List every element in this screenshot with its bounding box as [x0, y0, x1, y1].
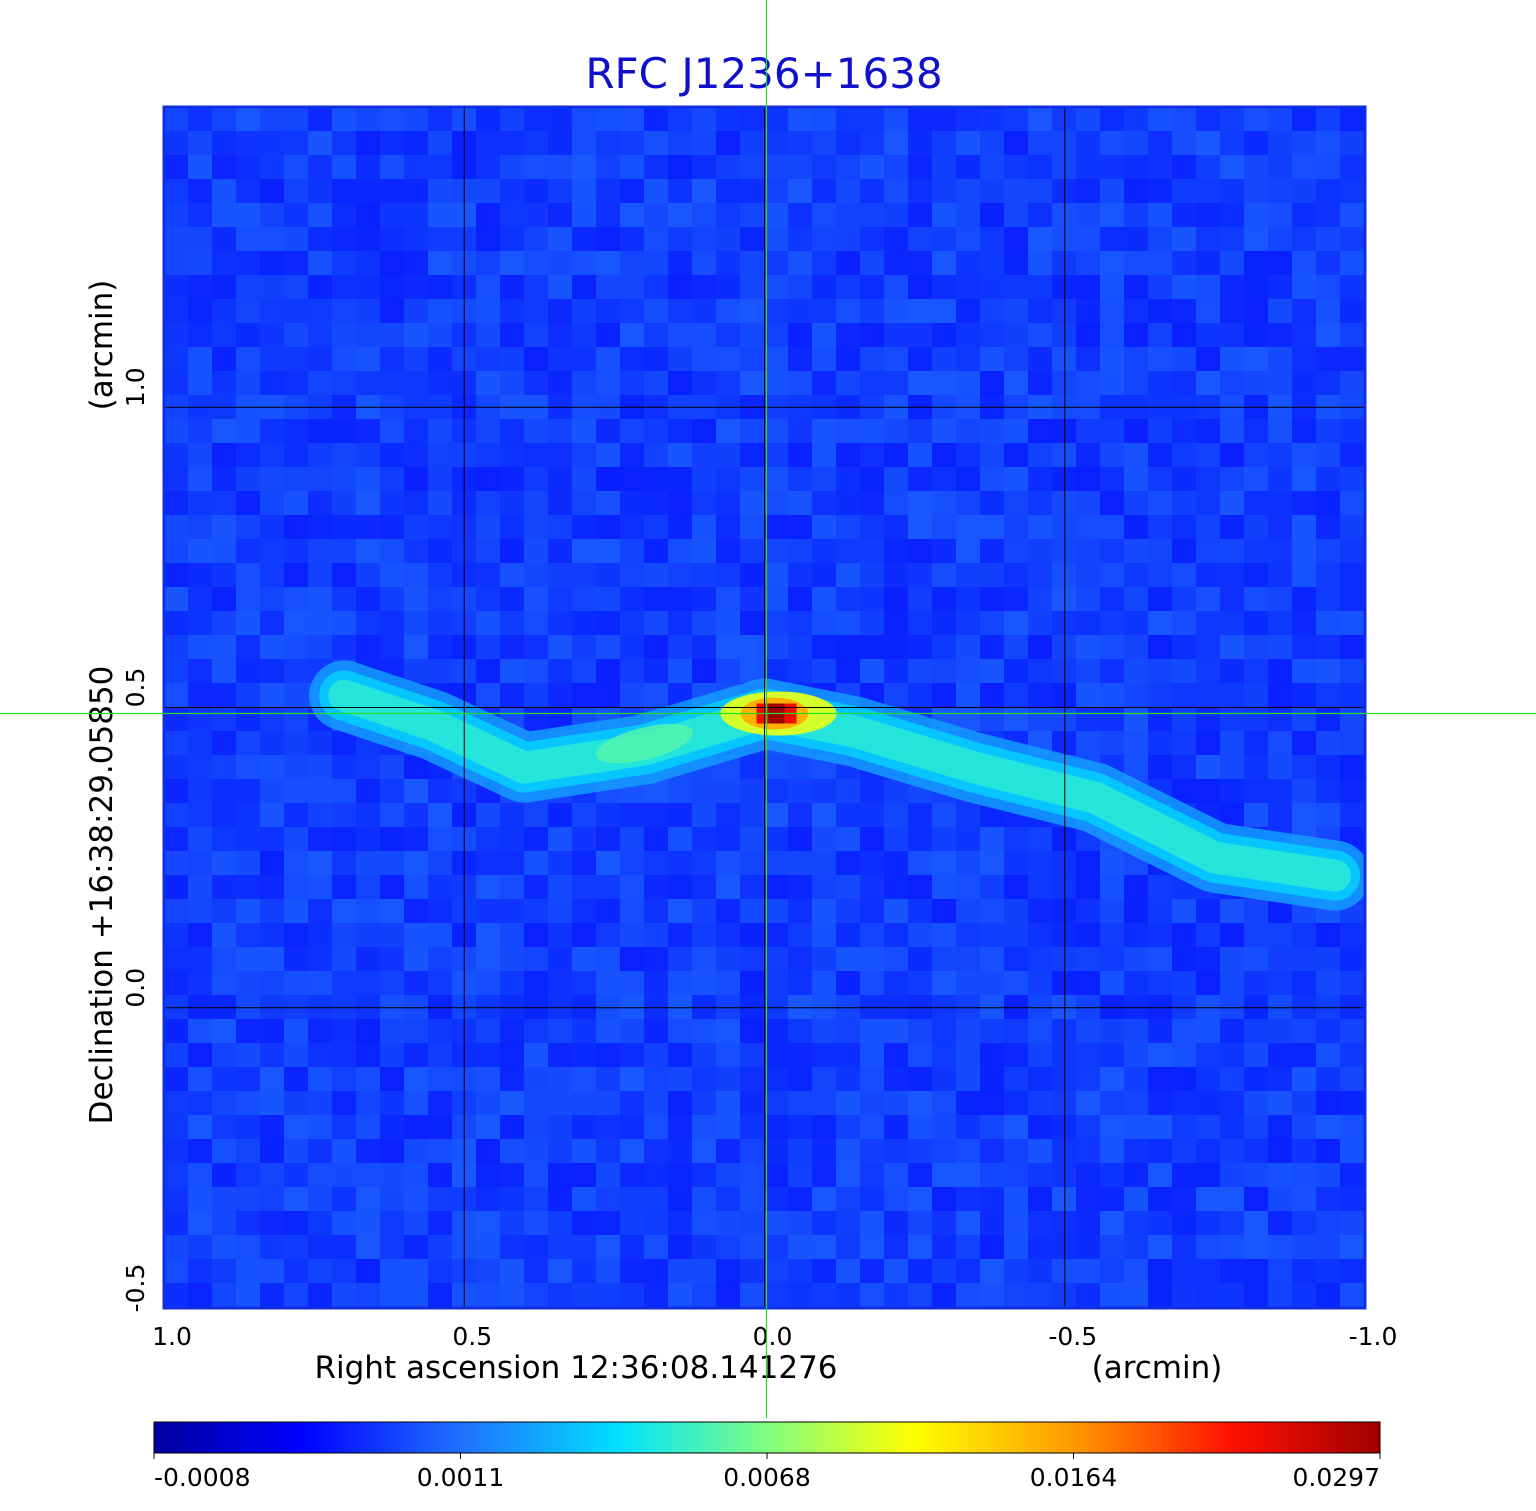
- colorbar-ticks: -0.0008 0.0011 0.0068 0.0164 0.0297: [153, 1453, 1381, 1492]
- x-tick-label: 1.0: [152, 1322, 192, 1351]
- colorbar-tick-label: -0.0008: [154, 1463, 251, 1492]
- colorbar-tick-label: 0.0297: [1293, 1463, 1380, 1492]
- plot-frame: [162, 105, 1367, 1310]
- colorbar-tick-label: 0.0164: [1030, 1463, 1117, 1492]
- chart-title: RFC J1236+1638: [585, 49, 942, 98]
- tick-labels: 1.0 0.5 0.0 -0.5 -1.0 -0.5 0.0 0.5 1.0: [121, 367, 1397, 1351]
- colorbar-tick-label: 0.0011: [417, 1463, 504, 1492]
- plot-area: [162, 105, 1367, 1310]
- y-tick-label: 0.5: [121, 668, 150, 708]
- y-tick-label: 0.0: [121, 968, 150, 1008]
- colorbar: [153, 1421, 1381, 1454]
- x-tick-label: -0.5: [1048, 1322, 1097, 1351]
- y-tick-label: 1.0: [121, 367, 150, 407]
- y-axis-unit: (arcmin): [84, 280, 120, 411]
- y-tick-label: -0.5: [121, 1264, 150, 1313]
- y-axis-label: Declination +16:38:29.05850: [84, 666, 120, 1125]
- x-tick-label: 0.0: [753, 1322, 793, 1351]
- crosshair: [0, 0, 1536, 1418]
- colorbar-tick-label: 0.0068: [723, 1463, 810, 1492]
- x-tick-label: -1.0: [1349, 1322, 1398, 1351]
- x-tick-label: 0.5: [452, 1322, 492, 1351]
- x-axis-label: Right ascension 12:36:08.141276: [314, 1350, 837, 1386]
- x-axis-unit: (arcmin): [1092, 1350, 1223, 1386]
